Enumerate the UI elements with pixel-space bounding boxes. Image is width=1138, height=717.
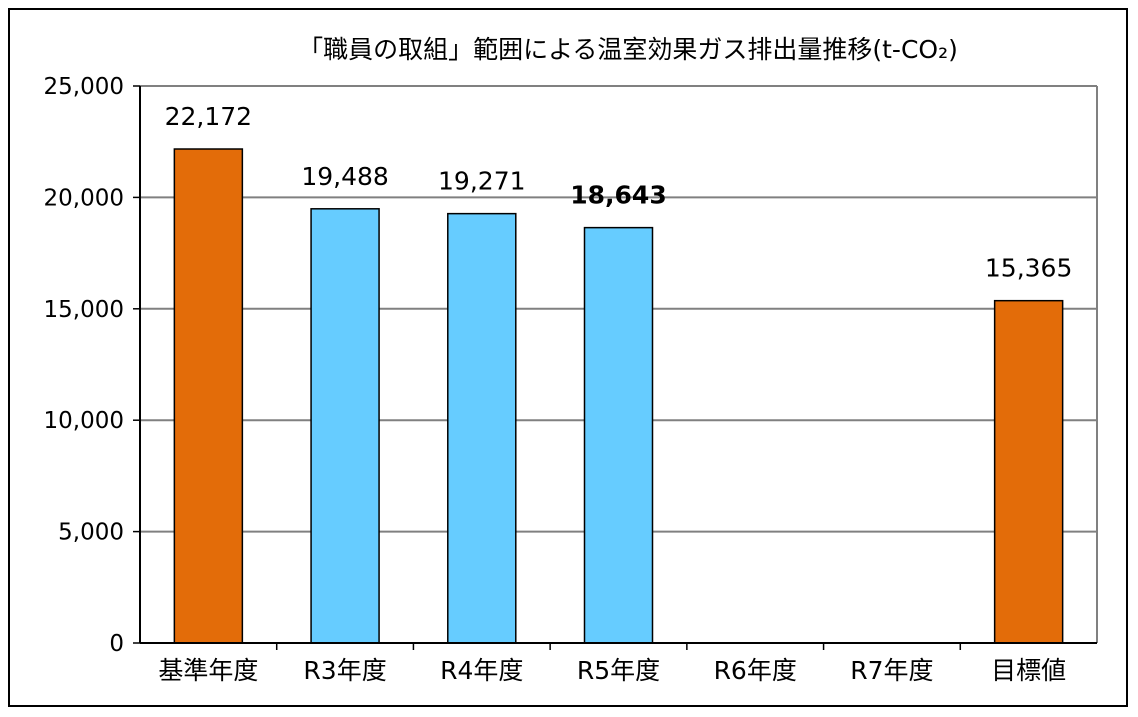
category-label: R5年度 — [577, 656, 660, 685]
data-label: 19,271 — [438, 167, 525, 196]
chart-title: 「職員の取組」範囲による温室効果ガス排出量推移(t-CO₂) — [298, 35, 958, 64]
category-label: 目標値 — [991, 656, 1066, 685]
axes — [133, 85, 1097, 650]
y-tick-label: 0 — [109, 631, 124, 657]
bar — [447, 212, 517, 644]
data-label: 19,488 — [301, 162, 388, 191]
category-label: 基準年度 — [158, 656, 258, 685]
y-tick-label: 5,000 — [58, 520, 124, 546]
data-label: 22,172 — [165, 102, 252, 131]
y-tick-label: 20,000 — [44, 185, 124, 211]
bars — [173, 148, 1064, 644]
category-label: R6年度 — [714, 656, 797, 685]
y-tick-label: 10,000 — [44, 408, 124, 434]
category-label: R7年度 — [850, 656, 933, 685]
gridlines — [140, 85, 1098, 643]
bar — [993, 299, 1064, 644]
bar — [583, 226, 654, 644]
bar — [310, 208, 380, 644]
category-label: R4年度 — [440, 656, 523, 685]
y-tick-label: 15,000 — [44, 297, 124, 323]
data-label: 18,643 — [570, 181, 666, 210]
labels: 0 5,000 10,000 15,000 20,000 25,000 22,172 基準年度… — [44, 74, 1073, 685]
y-tick-label: 25,000 — [44, 74, 124, 100]
data-label: 15,365 — [985, 254, 1072, 283]
category-label: R3年度 — [303, 656, 386, 685]
bar — [173, 148, 244, 644]
